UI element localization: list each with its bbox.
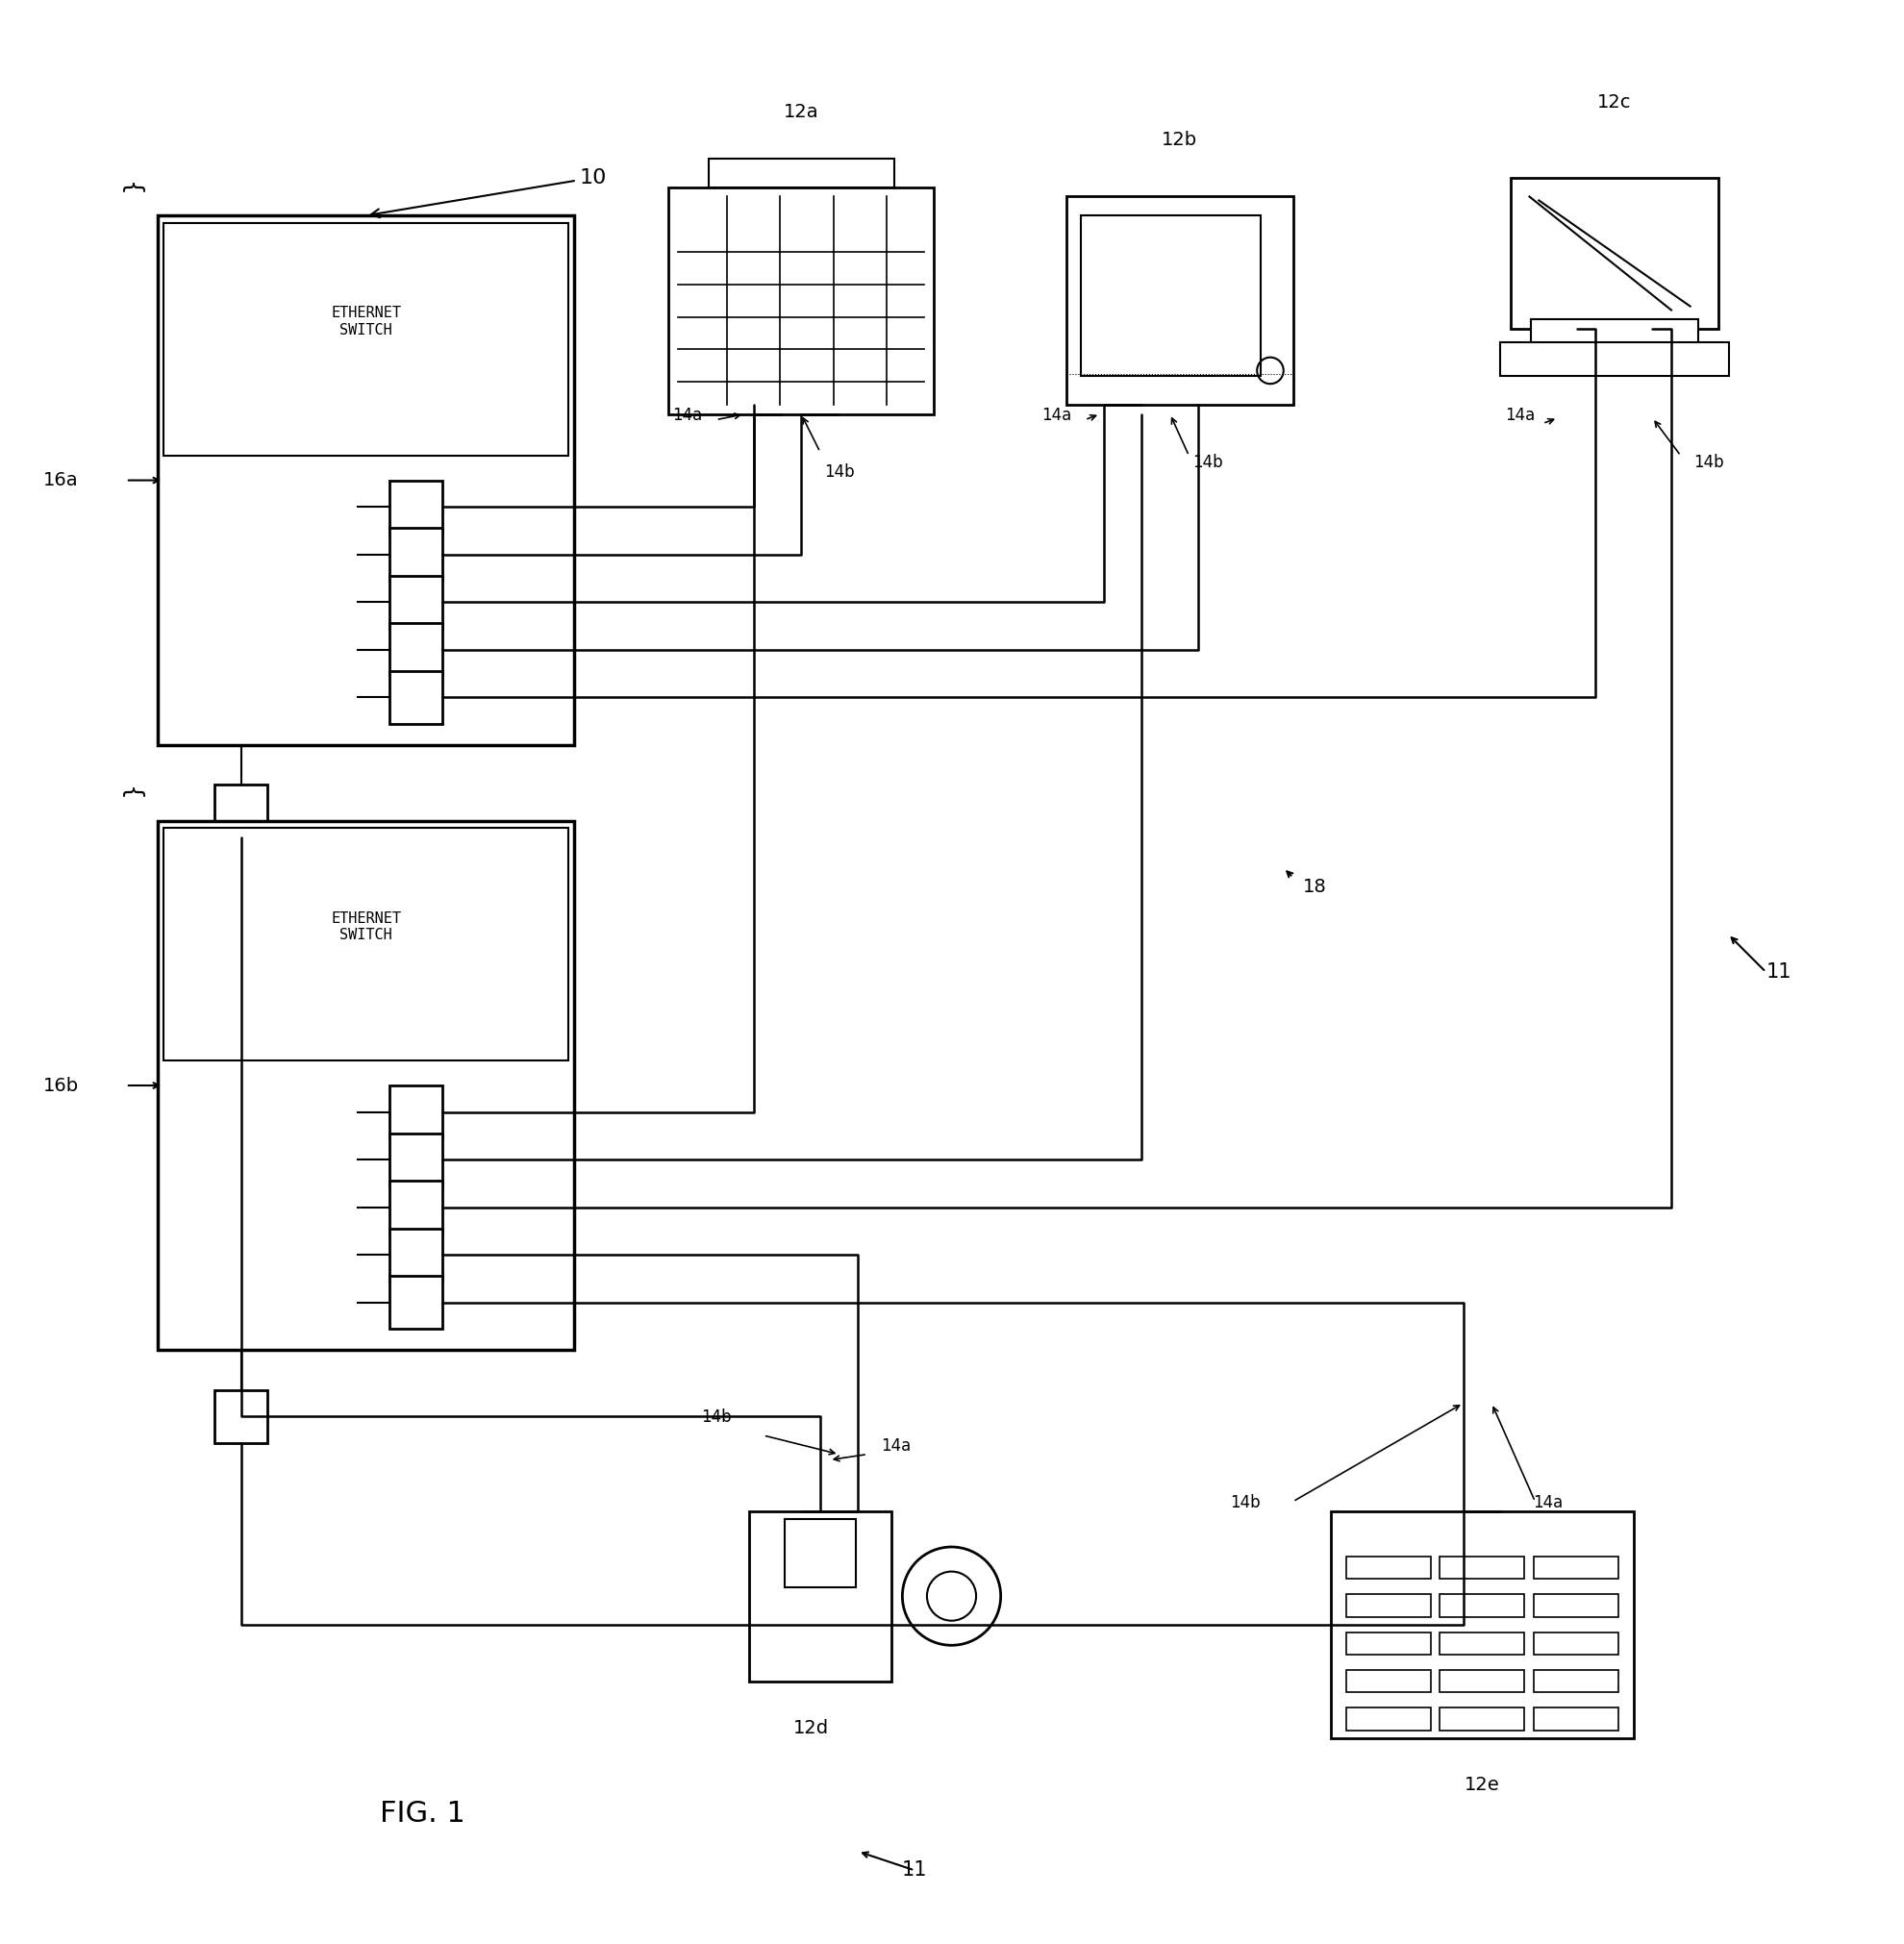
Text: 11: 11 <box>901 1860 927 1880</box>
Bar <box>748 1510 891 1682</box>
Text: 14a: 14a <box>1041 406 1072 424</box>
Text: 12d: 12d <box>792 1718 828 1738</box>
Bar <box>388 1229 442 1281</box>
Text: {: { <box>118 181 141 196</box>
Bar <box>1081 216 1260 377</box>
Text: 18: 18 <box>1302 879 1325 896</box>
Bar <box>708 159 893 187</box>
Text: 14b: 14b <box>823 463 853 480</box>
Text: 14b: 14b <box>1230 1493 1260 1510</box>
Text: 12c: 12c <box>1597 93 1632 111</box>
Bar <box>388 480 442 533</box>
Bar <box>164 828 567 1061</box>
Bar <box>1346 1594 1430 1617</box>
Bar <box>388 529 442 581</box>
Text: 14b: 14b <box>1693 453 1723 470</box>
Bar <box>1533 1707 1618 1730</box>
Bar <box>388 1085 442 1139</box>
Bar <box>1439 1633 1523 1654</box>
Text: FIG. 1: FIG. 1 <box>381 1800 465 1827</box>
Text: 11: 11 <box>1765 962 1790 982</box>
Bar <box>388 624 442 677</box>
Bar <box>1533 1670 1618 1693</box>
Bar <box>1533 1594 1618 1617</box>
Text: 16b: 16b <box>42 1077 78 1094</box>
Bar <box>1439 1557 1523 1579</box>
Bar <box>1346 1633 1430 1654</box>
Text: 14a: 14a <box>1504 406 1535 424</box>
Text: 12e: 12e <box>1464 1775 1498 1794</box>
Bar <box>388 575 442 628</box>
Bar <box>1331 1510 1632 1738</box>
Bar <box>388 671 442 723</box>
Text: 12a: 12a <box>783 103 819 121</box>
Text: 14a: 14a <box>672 406 703 424</box>
Bar <box>1066 196 1293 404</box>
Bar <box>215 785 268 838</box>
Bar <box>388 1180 442 1234</box>
Text: {: { <box>118 787 141 801</box>
Text: 14b: 14b <box>1192 453 1222 470</box>
Bar <box>1531 319 1696 348</box>
Text: 14a: 14a <box>880 1437 910 1454</box>
Bar <box>1346 1670 1430 1693</box>
Bar <box>1439 1707 1523 1730</box>
Text: ETHERNET
SWITCH: ETHERNET SWITCH <box>331 912 402 943</box>
Bar <box>388 1133 442 1186</box>
Bar <box>1533 1633 1618 1654</box>
Text: 12b: 12b <box>1161 130 1198 150</box>
Bar <box>158 820 573 1351</box>
Bar <box>668 187 933 414</box>
Bar <box>1498 342 1729 377</box>
Bar <box>1346 1557 1430 1579</box>
Text: 16a: 16a <box>44 470 78 490</box>
Text: 10: 10 <box>371 167 605 218</box>
Text: ETHERNET
SWITCH: ETHERNET SWITCH <box>331 305 402 336</box>
Bar <box>164 224 567 455</box>
Bar <box>1346 1707 1430 1730</box>
Bar <box>1533 1557 1618 1579</box>
Bar <box>388 1275 442 1330</box>
Text: 14a: 14a <box>1533 1493 1563 1510</box>
Bar <box>1439 1670 1523 1693</box>
Bar <box>1439 1594 1523 1617</box>
Text: 14b: 14b <box>701 1409 731 1425</box>
Bar <box>158 216 573 745</box>
Bar <box>1510 177 1717 329</box>
Bar <box>215 1390 268 1442</box>
Bar <box>784 1520 855 1588</box>
